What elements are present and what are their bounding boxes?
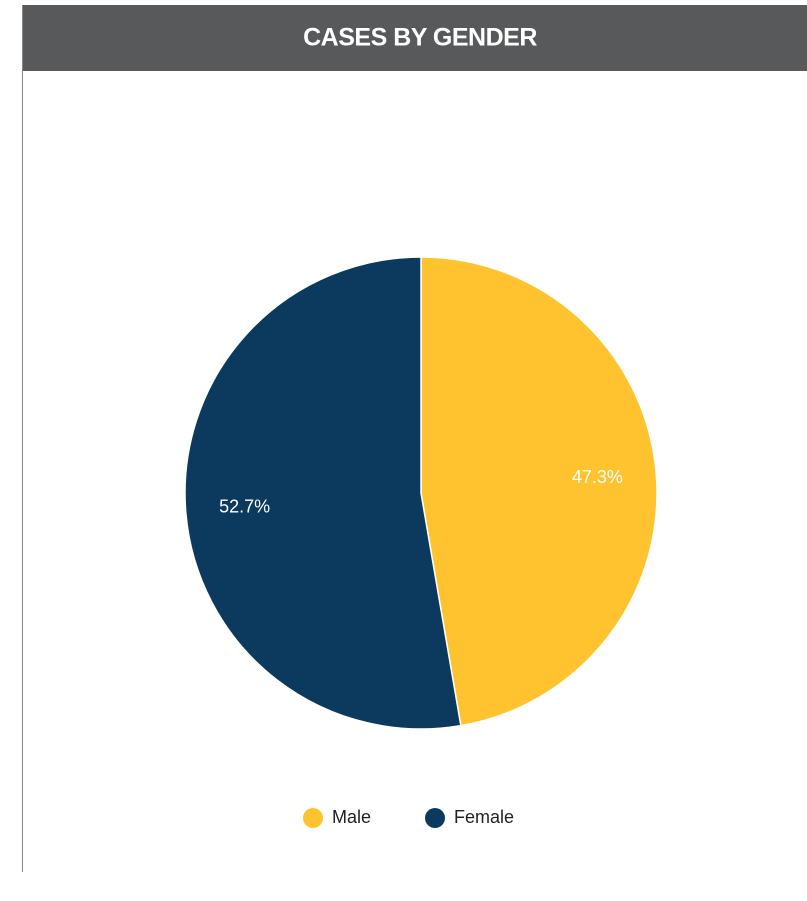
pie-slice (184, 256, 462, 730)
slice-label: 52.7% (219, 497, 270, 517)
pie-slice (420, 256, 658, 727)
legend-label: Male (332, 807, 371, 827)
slice-label: 47.3% (572, 467, 623, 487)
chart-title: CASES BY GENDER (303, 24, 537, 52)
legend-label: Female (454, 807, 514, 827)
legend-swatch (425, 808, 445, 828)
legend-swatch (303, 808, 323, 828)
header-bar (22, 5, 807, 71)
